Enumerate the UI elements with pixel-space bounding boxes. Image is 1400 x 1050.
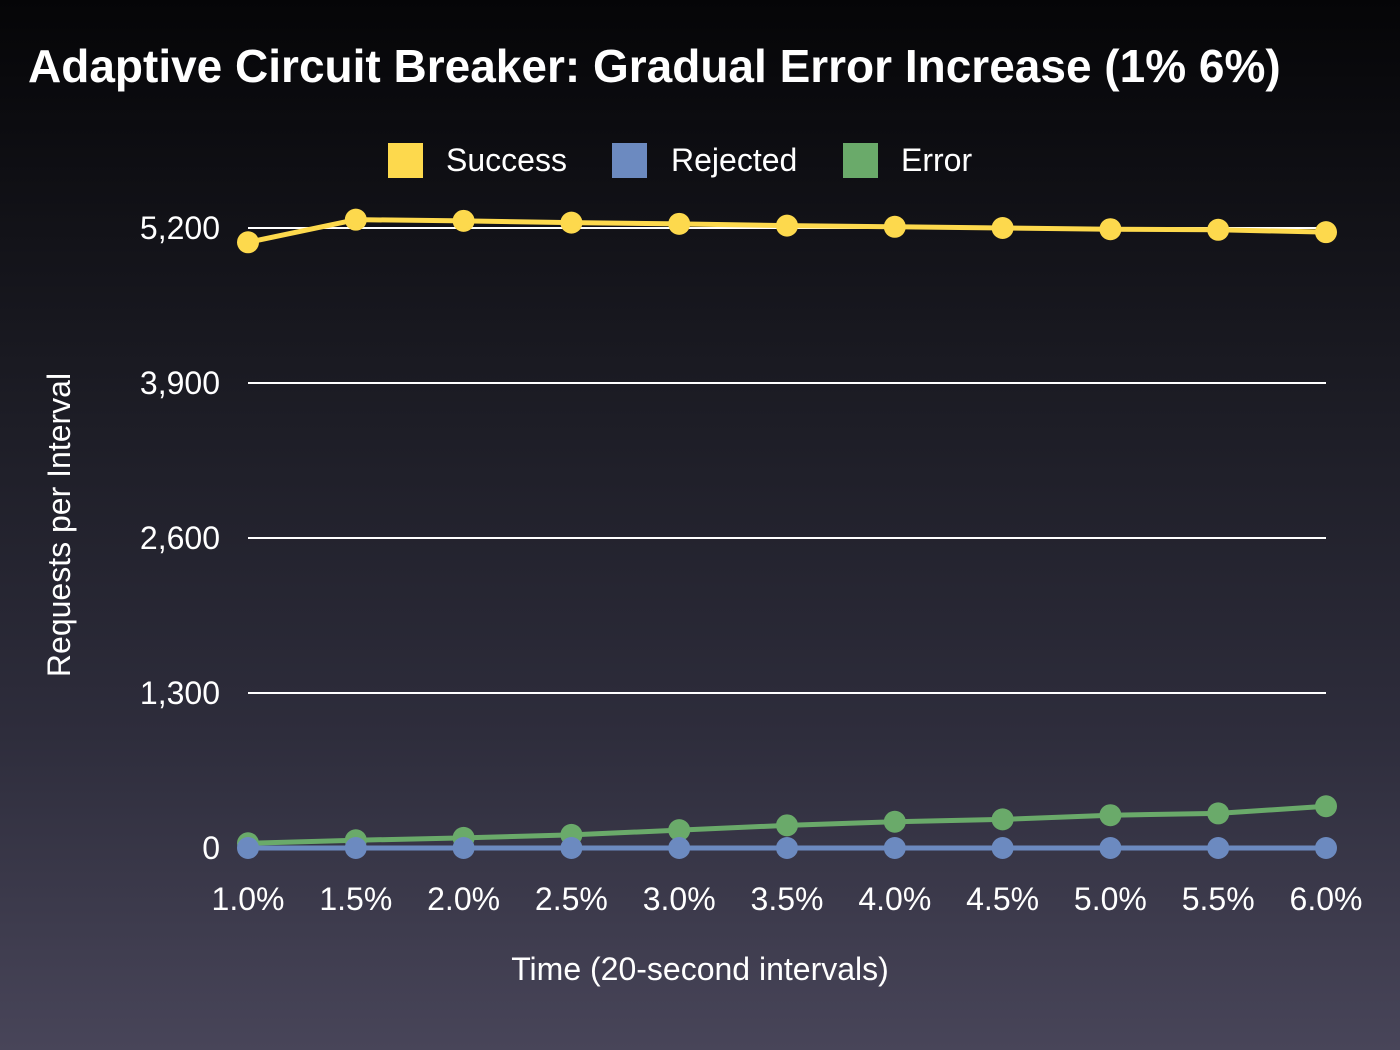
- data-point: [883, 215, 906, 238]
- legend-swatch: [612, 143, 647, 178]
- data-point: [883, 837, 906, 859]
- data-point: [344, 837, 367, 859]
- x-tick-label: 5.5%: [1182, 881, 1255, 917]
- x-tick-label: 1.0%: [212, 881, 285, 917]
- data-point: [668, 819, 691, 842]
- x-tick-label: 3.5%: [751, 881, 824, 917]
- data-point: [1099, 218, 1122, 241]
- x-axis-ticks: 1.0% 1.5% 2.0% 2.5% 3.0% 3.5% 4.0% 4.5% 5.0% 5.5%…: [212, 881, 1363, 917]
- series-success: [237, 208, 1337, 254]
- y-tick-label: 3,900: [140, 365, 220, 401]
- legend-swatch: [843, 143, 878, 178]
- data-point: [1099, 804, 1122, 827]
- data-point: [560, 211, 583, 234]
- data-point: [344, 208, 367, 231]
- x-tick-label: 2.5%: [535, 881, 608, 917]
- data-point: [668, 212, 691, 235]
- x-tick-label: 2.0%: [427, 881, 500, 917]
- y-axis-ticks: 0 1,300 2,600 3,900 5,200: [140, 210, 220, 866]
- data-point: [1315, 221, 1337, 244]
- legend-label: Error: [901, 142, 972, 178]
- grid-lines: [248, 227, 1326, 694]
- data-point: [776, 837, 798, 859]
- y-tick-label: 5,200: [140, 210, 220, 246]
- data-point: [1315, 837, 1337, 859]
- legend: Success Rejected Error: [388, 142, 972, 178]
- data-point: [991, 808, 1014, 831]
- data-point: [452, 209, 475, 232]
- x-tick-label: 4.0%: [858, 881, 931, 917]
- data-point: [776, 214, 798, 237]
- x-tick-label: 6.0%: [1290, 881, 1363, 917]
- data-point: [883, 810, 906, 833]
- x-tick-label: 5.0%: [1074, 881, 1147, 917]
- legend-label: Success: [446, 142, 567, 178]
- series-group: [237, 208, 1337, 859]
- data-point: [1207, 802, 1230, 825]
- data-point: [1207, 837, 1230, 859]
- data-point: [237, 837, 259, 859]
- y-axis-label: Requests per Interval: [41, 373, 77, 677]
- data-point: [991, 217, 1014, 239]
- x-tick-label: 3.0%: [643, 881, 716, 917]
- data-point: [668, 837, 691, 859]
- chart-title: Adaptive Circuit Breaker: Gradual Error …: [28, 40, 1281, 92]
- data-point: [1315, 795, 1337, 818]
- data-point: [991, 837, 1014, 859]
- x-tick-label: 1.5%: [319, 881, 392, 917]
- data-point: [452, 837, 475, 859]
- y-tick-label: 0: [202, 830, 220, 866]
- y-tick-label: 2,600: [140, 520, 220, 556]
- y-tick-label: 1,300: [140, 675, 220, 711]
- data-point: [1207, 218, 1230, 241]
- data-point: [237, 231, 259, 254]
- data-point: [1099, 837, 1122, 859]
- x-axis-label: Time (20-second intervals): [511, 951, 889, 987]
- series-rejected: [237, 837, 1337, 859]
- legend-label: Rejected: [671, 142, 797, 178]
- legend-swatch: [388, 143, 423, 178]
- data-point: [560, 837, 583, 859]
- x-tick-label: 4.5%: [966, 881, 1039, 917]
- data-point: [776, 814, 798, 837]
